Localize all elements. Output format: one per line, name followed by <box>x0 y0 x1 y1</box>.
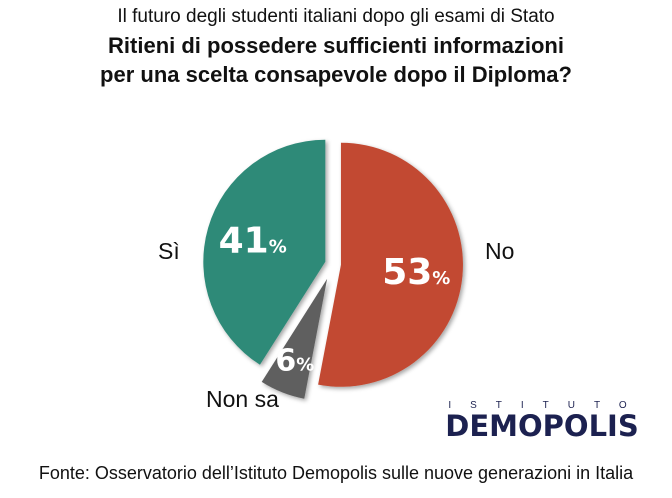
source-note: Fonte: Osservatorio dell’Istituto Demopo… <box>38 463 634 483</box>
demopolis-logo: ISTITUTO DEMOPOLIS <box>432 400 652 443</box>
pie-slice-non-sa <box>261 278 328 399</box>
legend-label-no: No <box>485 238 515 264</box>
chart-title-line-1: Ritieni di possedere sufficienti informa… <box>108 33 564 58</box>
logo-top-text: ISTITUTO <box>448 400 646 411</box>
pie-slice-no <box>318 142 463 387</box>
legend-label-si: Sì <box>158 238 180 264</box>
chart-title-line-2: per una scelta consapevole dopo il Diplo… <box>100 62 572 87</box>
supertitle: Il futuro degli studenti italiani dopo g… <box>117 6 555 27</box>
legend-label-non-sa: Non sa <box>206 386 279 412</box>
pie-slice-s- <box>203 139 326 365</box>
logo-main-text: DEMOPOLIS <box>445 409 639 443</box>
data-label: 53% <box>382 252 450 293</box>
data-label: 6% <box>275 344 314 379</box>
